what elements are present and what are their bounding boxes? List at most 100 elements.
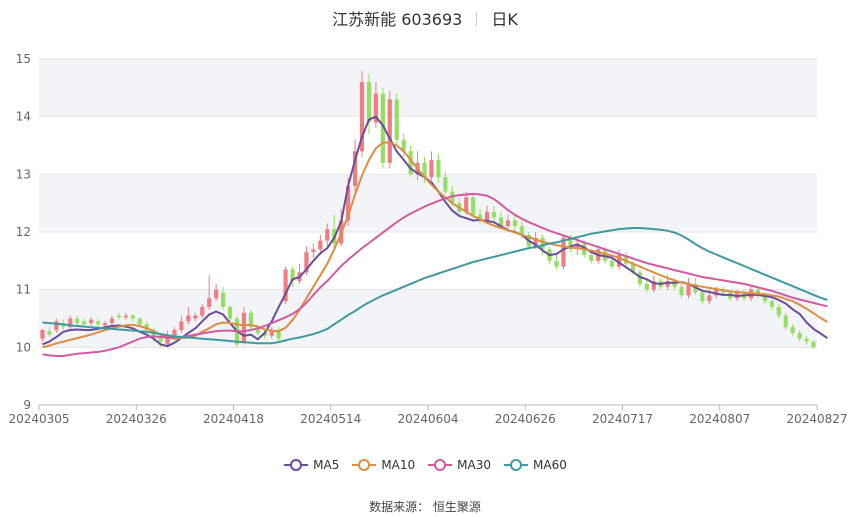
candle-up (200, 304, 205, 319)
candle-body (269, 330, 274, 336)
band-rect (39, 174, 817, 232)
legend-item-ma10[interactable]: MA10 (351, 458, 415, 472)
candle-body (714, 289, 719, 296)
candle-down (804, 335, 809, 345)
y-tick-label: 10 (16, 340, 31, 354)
legend-label: MA5 (313, 458, 340, 472)
candle-body (158, 335, 163, 342)
candle-body (568, 237, 573, 250)
candle-body (443, 177, 448, 192)
legend-item-ma60[interactable]: MA60 (503, 458, 567, 472)
legend-item-ma5[interactable]: MA5 (283, 458, 339, 472)
candle-down (797, 330, 802, 342)
candle-body (95, 321, 101, 325)
candle-body (359, 82, 365, 152)
candle-body (561, 237, 566, 267)
candle-body (769, 301, 774, 307)
candle-up (283, 266, 288, 305)
candle-down (116, 312, 121, 320)
x-tick-label: 20240326 (106, 412, 167, 426)
candle-body (193, 315, 198, 319)
chart-title: 江苏新能 603693 (332, 10, 463, 29)
candle-up (207, 275, 212, 310)
candle-down (276, 327, 281, 342)
candle-up (109, 315, 115, 326)
candle-body (165, 335, 170, 345)
candle-down (95, 318, 101, 328)
y-tick-label: 9 (23, 398, 31, 412)
candle-body (672, 281, 677, 287)
legend-item-ma30[interactable]: MA30 (427, 458, 491, 472)
candle-body (311, 249, 316, 253)
candle-body (144, 324, 149, 331)
candle-body (707, 295, 712, 302)
candle-body (248, 312, 253, 328)
candle-body (505, 220, 510, 227)
candle-up (429, 151, 434, 181)
candle-body (498, 217, 504, 227)
candle-body (804, 338, 809, 342)
candle-up (359, 70, 365, 158)
candle-body (172, 330, 177, 336)
candle-body (214, 289, 219, 299)
candle-body (686, 283, 691, 296)
data-source-note: 数据来源： 恒生聚源 (369, 500, 481, 514)
candle-body (797, 332, 802, 339)
candle-down (776, 304, 781, 319)
candle-body (227, 306, 233, 319)
y-tick-label: 11 (16, 283, 31, 297)
candle-body (401, 139, 406, 152)
candle-down (554, 255, 559, 270)
candle-body (207, 298, 212, 307)
candle-body (304, 252, 309, 273)
candle-body (373, 93, 378, 123)
candle-down (478, 208, 483, 224)
candle-up (311, 243, 316, 258)
y-tick-label: 13 (16, 167, 31, 181)
y-tick-label: 15 (16, 52, 31, 66)
candle-body (47, 331, 52, 335)
candle-down (811, 340, 816, 349)
candle-body (366, 82, 372, 123)
candle-down (755, 286, 761, 299)
candle-up (193, 312, 198, 322)
candle-up (297, 263, 302, 284)
legend-marker-icon (352, 459, 377, 471)
candle-body (630, 263, 636, 273)
candle-body (491, 211, 497, 218)
candle-up (214, 283, 219, 302)
candle-body (609, 260, 615, 267)
y-tick-label: 12 (16, 225, 31, 239)
chart-legend: MA5 MA10 MA30 MA60 (0, 458, 850, 475)
candle-down (637, 269, 642, 287)
candle-body (603, 249, 608, 261)
legend-circle (290, 459, 303, 471)
candle-body (290, 269, 295, 282)
candle-up (373, 82, 378, 129)
candle-body (811, 341, 816, 348)
candle-up (505, 214, 510, 230)
candle-body (40, 330, 45, 339)
candle-body (554, 260, 559, 267)
legend-marker-icon (504, 459, 529, 471)
candle-body (179, 321, 184, 331)
candle-up (54, 318, 59, 333)
candle-body (394, 99, 399, 140)
candle-down (700, 289, 705, 305)
candle-body (318, 240, 323, 250)
candle-down (290, 266, 295, 287)
chart-period-tab[interactable]: 日K (491, 10, 518, 29)
candle-down (47, 327, 52, 337)
candle-body (262, 332, 267, 336)
candle-up (318, 234, 323, 256)
candle-body (776, 306, 781, 316)
x-tick-label: 20240604 (397, 412, 458, 426)
candle-body (700, 292, 705, 302)
y-axis: 9 10 11 12 13 14 15 (16, 52, 31, 412)
candle-up (68, 315, 73, 329)
candle-body (665, 281, 670, 287)
legend-label: MA10 (381, 458, 416, 472)
candle-body (644, 283, 649, 290)
background-bands (39, 59, 817, 348)
